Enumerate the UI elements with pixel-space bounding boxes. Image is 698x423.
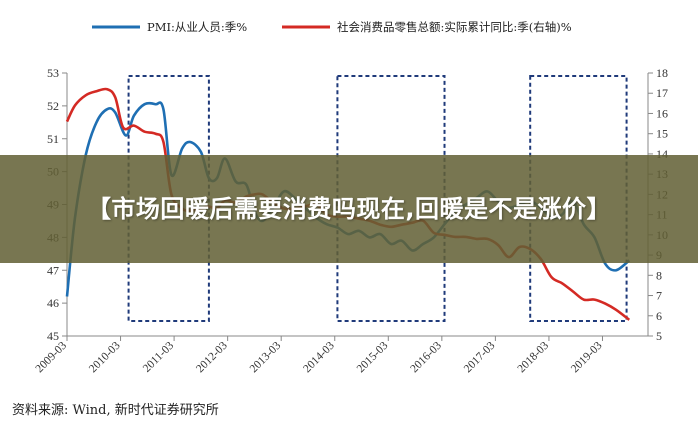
left-tick-label: 47 (47, 263, 59, 277)
right-tick-label: 18 (656, 66, 668, 80)
source-note: 资料来源: Wind, 新时代证券研究所 (12, 402, 219, 418)
right-tick-label: 8 (656, 268, 662, 282)
legend: PMI:从业人员:季% 社会消费品零售总额:实际累计同比:季(右轴)% (92, 20, 572, 34)
x-tick-label: 2009-03 (34, 339, 70, 375)
legend-pmi-label: PMI:从业人员:季% (147, 20, 247, 34)
x-tick-label: 2013-03 (248, 339, 284, 375)
title-banner: 【市场回暖后需要消费吗现在,回暖是不是涨价】 (0, 155, 698, 263)
x-tick-label: 2011-03 (141, 339, 176, 374)
right-tick-label: 6 (656, 309, 662, 323)
left-tick-label: 53 (47, 66, 59, 80)
left-tick-label: 52 (47, 99, 59, 113)
x-tick-label: 2012-03 (194, 339, 230, 375)
right-tick-label: 17 (656, 86, 668, 100)
right-tick-label: 15 (656, 127, 668, 141)
right-tick-label: 7 (656, 289, 662, 303)
x-tick-label: 2010-03 (87, 339, 123, 375)
x-tick-label: 2017-03 (462, 339, 498, 375)
left-tick-label: 46 (47, 296, 59, 310)
x-tick-label: 2018-03 (515, 339, 551, 375)
x-tick-label: 2014-03 (301, 339, 337, 375)
x-axis-ticks: 2009-03 2010-03 2011-03 2012-03 2013-03 2014-… (34, 336, 605, 375)
right-tick-label: 16 (656, 106, 668, 120)
right-tick-label: 5 (656, 329, 662, 343)
x-tick-label: 2015-03 (355, 339, 391, 375)
banner-title: 【市场回暖后需要消费吗现在,回暖是不是涨价】 (86, 195, 612, 223)
left-tick-label: 45 (47, 329, 59, 343)
left-tick-label: 51 (47, 132, 59, 146)
x-tick-label: 2019-03 (569, 339, 605, 375)
x-tick-label: 2016-03 (408, 339, 444, 375)
legend-retail-label: 社会消费品零售总额:实际累计同比:季(右轴)% (337, 20, 572, 34)
